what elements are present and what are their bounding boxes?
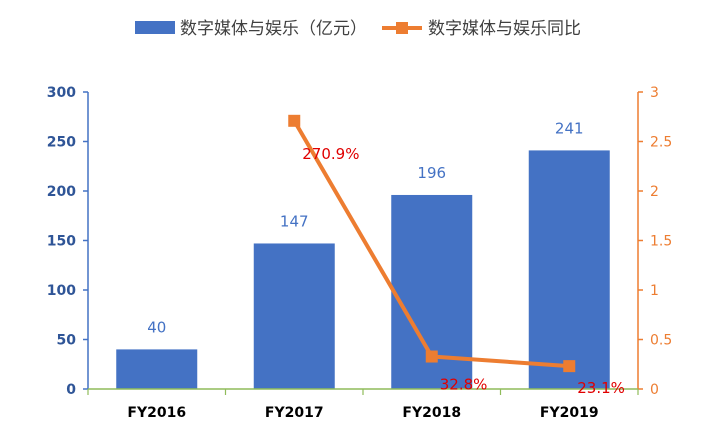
left-tick-label: 100	[47, 283, 76, 299]
left-tick-label: 200	[47, 184, 76, 200]
bar-value-label: 147	[280, 212, 309, 230]
right-tick-label: 2	[650, 184, 659, 200]
x-axis-ticks: FY2016 FY2017 FY2018 FY2019	[87, 389, 639, 421]
right-tick-label: 0	[650, 382, 659, 398]
right-tick-label: 3	[650, 85, 659, 101]
legend-bar-swatch	[135, 21, 175, 34]
line-marker	[563, 360, 576, 373]
legend-line-marker	[396, 22, 408, 34]
bar	[528, 150, 610, 389]
bar	[116, 349, 198, 389]
left-axis-ticks: 0 50 100 150 200 250 300	[47, 85, 88, 398]
right-axis-ticks: 0 0.5 1 1.5 2 2.5 3	[638, 85, 672, 398]
line-series: 270.9% 32.8% 23.1%	[288, 114, 625, 397]
legend-line-label: 数字媒体与娱乐同比	[428, 19, 581, 39]
legend-bar-label: 数字媒体与娱乐（亿元）	[180, 19, 367, 39]
legend: 数字媒体与娱乐（亿元） 数字媒体与娱乐同比	[135, 19, 581, 39]
category-label: FY2019	[540, 405, 599, 421]
category-label: FY2017	[265, 405, 324, 421]
bar-series: 40 147 196 241	[116, 119, 610, 389]
left-tick-label: 250	[47, 135, 76, 151]
right-tick-label: 1.5	[650, 234, 672, 250]
left-tick-label: 50	[57, 333, 77, 349]
category-label: FY2016	[127, 405, 186, 421]
right-tick-label: 1	[650, 283, 659, 299]
bar-value-label: 241	[555, 119, 584, 137]
line-marker	[288, 114, 301, 127]
right-tick-label: 2.5	[650, 135, 672, 151]
line-marker	[425, 350, 438, 363]
bar-value-label: 40	[147, 318, 166, 336]
line-value-label: 23.1%	[577, 379, 625, 397]
category-label: FY2018	[402, 405, 461, 421]
right-tick-label: 0.5	[650, 333, 672, 349]
bar-value-label: 196	[417, 164, 446, 182]
line-value-label: 32.8%	[440, 376, 488, 394]
left-tick-label: 150	[47, 234, 76, 250]
left-tick-label: 0	[66, 382, 76, 398]
left-tick-label: 300	[47, 85, 76, 101]
bar	[253, 243, 335, 389]
line-value-label: 270.9%	[302, 145, 359, 163]
